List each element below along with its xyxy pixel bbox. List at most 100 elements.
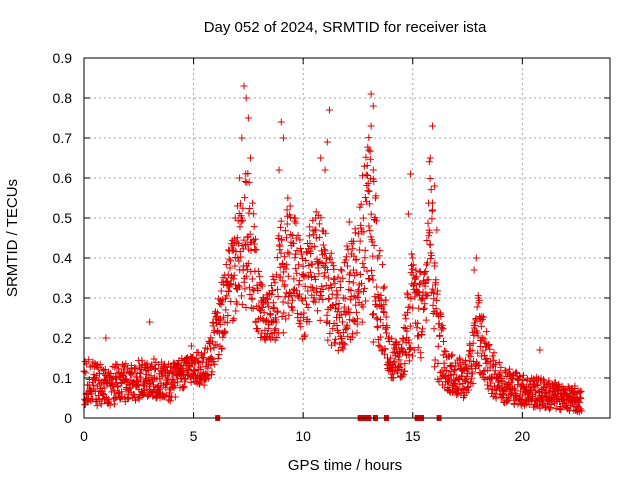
data-point [430,295,438,303]
data-point [255,305,263,313]
data-point [503,372,511,380]
data-point [230,275,238,283]
data-point [436,309,444,317]
data-point [324,274,332,282]
data-point [311,275,319,283]
data-point [486,345,494,353]
data-point [284,248,292,256]
data-point [511,396,519,404]
data-point [527,396,535,404]
data-point [441,347,449,355]
data-point [337,334,345,342]
data-point [479,370,487,378]
data-point [207,345,215,353]
data-point [117,394,125,402]
data-point [359,259,367,267]
data-point [405,357,413,365]
data-point [97,385,105,393]
data-point [367,266,375,274]
data-point [277,118,285,126]
data-point [427,251,435,259]
data-point [319,296,327,304]
data-point [356,203,364,211]
data-point [272,318,280,326]
data-point [438,326,446,334]
data-point [361,284,369,292]
data-point [230,271,238,279]
data-point [310,294,318,302]
data-point [283,234,291,242]
data-point [448,388,456,396]
data-point [118,388,126,396]
data-point [187,342,195,350]
data-point [482,328,490,336]
data-point [355,289,363,297]
data-point [409,254,417,262]
data-point [114,365,122,373]
data-point [426,175,434,183]
data-point [274,285,282,293]
data-point [361,246,369,254]
data-point [171,382,179,390]
data-point [376,247,384,255]
data-point [436,331,444,339]
data-point [241,241,249,249]
data-point [460,385,468,393]
data-point [428,215,436,223]
data-point [226,264,234,272]
data-point [337,266,345,274]
data-point [412,266,420,274]
data-point [429,301,437,309]
data-point [325,294,333,302]
data-point [285,250,293,258]
data-point [94,392,102,400]
data-point [316,233,324,241]
y-tick-label: 0.3 [53,290,73,306]
data-point [529,390,537,398]
data-point [307,250,315,258]
data-point [454,390,462,398]
data-point [259,303,267,311]
data-point [383,324,391,332]
data-point [486,364,494,372]
data-point [414,344,422,352]
data-point [194,357,202,365]
data-point [461,360,469,368]
data-point [374,254,382,262]
data-point [268,290,276,298]
data-point [374,290,382,298]
data-point [295,261,303,269]
data-point [349,316,357,324]
data-point [310,272,318,280]
data-point [477,322,485,330]
data-point [224,312,232,320]
data-point [106,401,114,409]
data-point [401,360,409,368]
data-point [324,266,332,274]
data-point [266,311,274,319]
data-point [297,323,305,331]
data-point [363,162,371,170]
data-point [428,122,436,130]
data-point [315,220,323,228]
data-point [305,318,313,326]
data-point [577,407,585,415]
data-point [329,262,337,270]
data-point [448,361,456,369]
data-point [287,230,295,238]
data-point [471,322,479,330]
data-point [389,359,397,367]
data-point [367,233,375,241]
data-point [440,338,448,346]
data-point [314,307,322,315]
data-point [274,307,282,315]
data-point [560,385,568,393]
data-point [96,360,104,368]
data-point [290,239,298,247]
data-point [425,158,433,166]
data-point [286,213,294,221]
data-point [256,273,264,281]
data-point [218,298,226,306]
y-axis-label: SRMTID / TECUs [4,179,21,297]
data-point [227,280,235,288]
